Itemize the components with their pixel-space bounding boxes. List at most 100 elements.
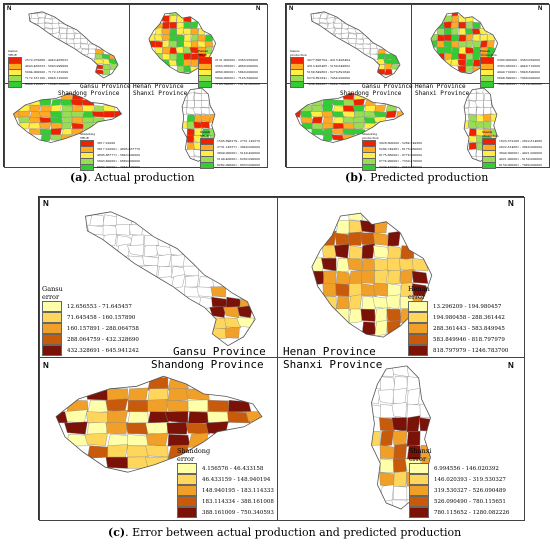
panel-a-gansu-label: Gansu Province xyxy=(80,83,131,90)
county-region xyxy=(400,282,414,298)
panel-b-north-arrow-right: N xyxy=(538,6,543,12)
county-region xyxy=(169,15,177,24)
legend-label: 818.797979 - 1246.783700 xyxy=(433,347,509,354)
county-region xyxy=(380,429,394,447)
county-region xyxy=(406,415,421,433)
panel-b-gansu-map xyxy=(286,4,413,85)
legend-label: 7060.000001 - 10129.000000 xyxy=(497,82,542,86)
county-region xyxy=(323,270,337,285)
county-region xyxy=(374,104,387,112)
county-region xyxy=(373,283,389,297)
county-region xyxy=(162,21,170,30)
county-region xyxy=(458,21,467,29)
county-region xyxy=(450,58,459,67)
legend-label: 3477.696704 - 4313.495464 xyxy=(307,58,351,62)
county-region xyxy=(362,38,371,45)
panel-b-shanxi-map xyxy=(411,83,550,168)
legend-swatch xyxy=(408,323,428,334)
county-region xyxy=(161,53,171,61)
county-region xyxy=(161,28,171,36)
county-region xyxy=(347,38,357,45)
county-region xyxy=(377,68,386,76)
legend-label: 3363.050001 - 4860.000000 xyxy=(215,64,259,68)
county-region xyxy=(387,283,403,297)
gansu-boundary xyxy=(310,11,401,79)
county-region xyxy=(95,48,105,55)
county-region xyxy=(87,52,96,60)
panel-b-henan-legend: Henan production 2380.000000 - 3363.0500… xyxy=(480,49,542,88)
county-region xyxy=(348,308,363,324)
county-region xyxy=(340,32,350,39)
county-region xyxy=(361,258,377,273)
county-region xyxy=(393,443,408,460)
shandong-map-svg xyxy=(12,92,123,143)
panel-c-gansu-legend: Gansu error 12.656553 - 71.645457 71.6454… xyxy=(42,285,139,356)
legend-label: 526.090490 - 780.115651 xyxy=(434,498,506,505)
legend-label: 6.994556 - 146.020392 xyxy=(434,465,499,472)
county-region xyxy=(360,270,375,284)
legend-label: 5843.600001 - 6880.000000 xyxy=(97,159,141,163)
panel-b-shandong-legend: Shandong production 3928.600000 - 5284.7… xyxy=(362,132,422,171)
county-region xyxy=(145,432,169,446)
county-region xyxy=(322,133,334,142)
county-region xyxy=(457,53,467,61)
panel-a-henan-legend: Henan TRUE 2131.000000 - 3363.050000 3363… xyxy=(198,49,260,88)
legend-row: 388.161009 - 750.340593 xyxy=(177,507,274,518)
legend-row: 8946.120001 - 10043.500000 xyxy=(8,80,70,88)
panel-a-north-arrow: N xyxy=(7,6,12,12)
county-region xyxy=(105,456,129,469)
county-region xyxy=(311,104,323,113)
panel-b-shanxi-label: Shanxi Province xyxy=(415,90,470,97)
henan-map-svg xyxy=(430,12,499,75)
legend-title: Shandong xyxy=(362,132,378,136)
county-region xyxy=(411,270,429,284)
panel-a-shanxi-legend: Shanxi TRUE 1505.896279 - 2731.145570 273… xyxy=(200,130,261,169)
panel-c: N N N N Gansu error 12.656553 - 71.64545… xyxy=(38,196,525,521)
panel-a-henan-label: Henan Province xyxy=(133,83,184,90)
county-region xyxy=(334,243,350,259)
county-region xyxy=(476,106,485,116)
legend-swatch xyxy=(177,485,197,496)
county-region xyxy=(39,122,52,130)
county-region xyxy=(64,421,88,435)
county-region xyxy=(355,33,364,40)
legend-swatch xyxy=(290,80,304,88)
county-region xyxy=(385,110,397,119)
legend-title: Gansu xyxy=(8,49,18,53)
county-region xyxy=(39,128,53,136)
county-region xyxy=(49,117,63,124)
county-region xyxy=(127,387,149,402)
panel-c-shandong-legend: Shandong error 4.156576 - 46.433158 46.43… xyxy=(177,447,274,518)
county-region xyxy=(176,27,185,36)
panel-a-shandong-label: Shandong Province xyxy=(58,90,120,97)
county-region xyxy=(129,222,145,236)
shandong-boundary xyxy=(55,375,263,473)
caption-b-text: . Predicted production xyxy=(363,171,489,184)
legend-label: 3840.000001 - 4921.000000 xyxy=(499,151,543,155)
legend-metric: TRUE xyxy=(80,136,89,140)
county-region xyxy=(374,218,388,234)
county-region xyxy=(157,265,173,279)
county-region xyxy=(348,294,363,311)
county-region xyxy=(335,283,351,297)
county-region xyxy=(200,107,210,115)
county-region xyxy=(311,122,324,130)
county-region xyxy=(380,376,396,391)
county-region xyxy=(467,135,478,143)
panel-b-henan-label: Henan Province xyxy=(415,83,466,90)
caption-a-text: . Actual production xyxy=(87,171,195,184)
legend-label: 432.328691 - 645.941242 xyxy=(67,347,139,354)
legend-label: 5094.000000 - 7172.181099 xyxy=(25,70,69,74)
county-region xyxy=(19,121,31,130)
county-region xyxy=(186,134,195,143)
legend-row: 7454.920001 - 8924.700000 xyxy=(290,80,350,88)
county-region xyxy=(348,245,364,260)
legend-swatch xyxy=(177,474,197,485)
county-region xyxy=(373,258,390,272)
legend-row: 7060.000001 - 10129.000000 xyxy=(480,80,542,88)
county-region xyxy=(167,388,189,402)
county-region xyxy=(458,40,468,48)
county-region xyxy=(127,445,149,458)
legend-label: 3849.000001 - 5149.400000 xyxy=(217,151,261,155)
county-region xyxy=(335,258,350,274)
